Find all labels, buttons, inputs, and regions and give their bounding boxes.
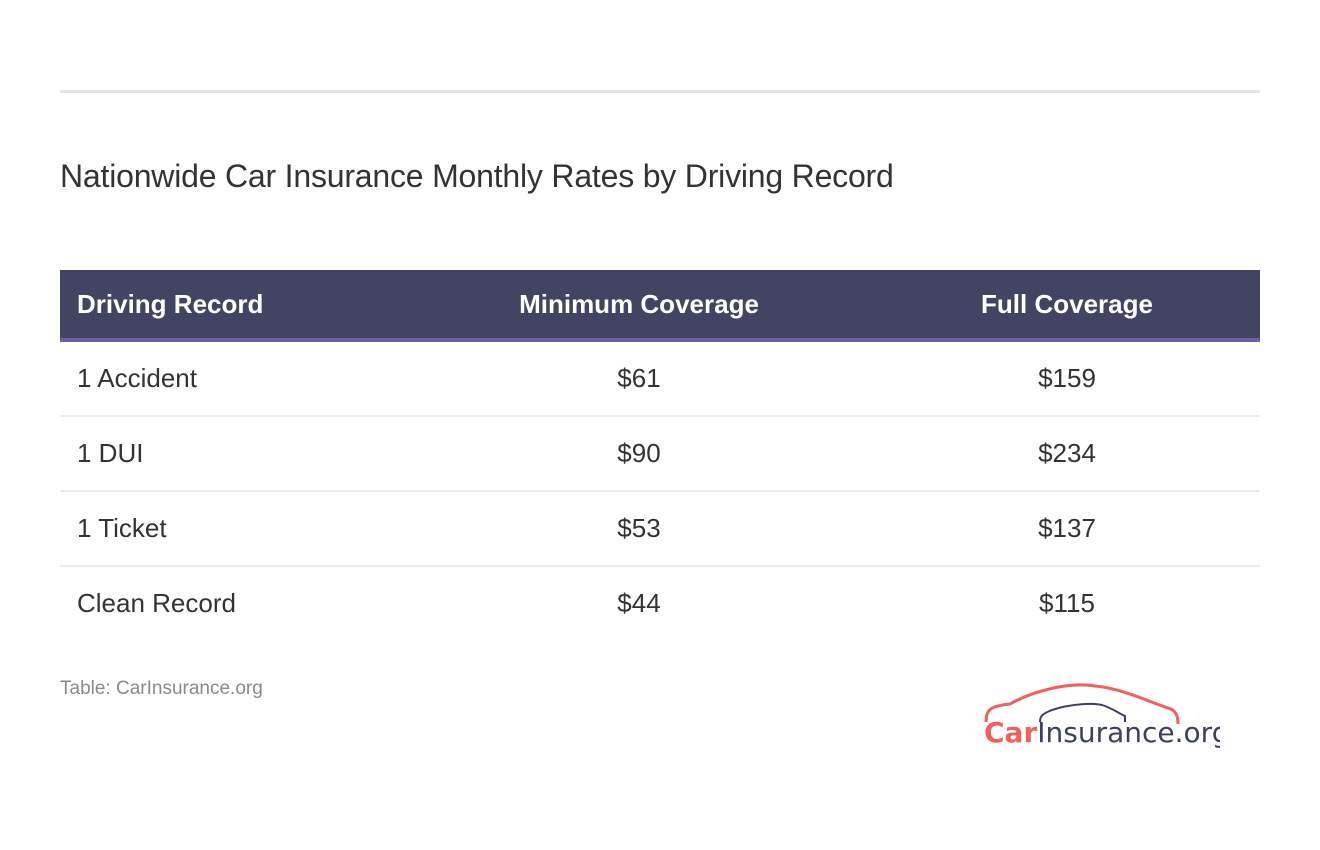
logo-car-window [1039, 702, 1126, 723]
cell-driving-record: Clean Record [77, 588, 236, 618]
table-row: 1 DUI $90 $234 [60, 416, 1260, 492]
table-source: Table: CarInsurance.org [60, 678, 263, 699]
header-driving-record: Driving Record [60, 270, 404, 342]
cell-driving-record: 1 Accident [60, 340, 404, 417]
table-row: 1 Ticket $53 $137 [60, 491, 1260, 567]
table-header-row: Driving Record Minimum Coverage Full Cov… [60, 270, 1260, 342]
cell-minimum-coverage: $44 [617, 588, 661, 618]
cell-minimum-coverage: $61 [404, 340, 874, 417]
carinsurance-logo: CarInsurance.org [984, 683, 1220, 749]
logo-text: CarInsurance.org [984, 716, 1220, 749]
table-row: Clean Record $44 $115 [60, 566, 1260, 640]
cell-minimum-coverage: $90 [404, 416, 874, 492]
cell-driving-record: 1 Ticket [60, 491, 404, 567]
cell-driving-record: 1 DUI [60, 416, 404, 492]
cell-full-coverage: $159 [874, 340, 1260, 417]
header-full-coverage: Full Coverage [874, 270, 1260, 342]
header-minimum-coverage: Minimum Coverage [404, 270, 874, 342]
cell-full-coverage: $234 [874, 416, 1260, 492]
rates-table: Driving Record Minimum Coverage Full Cov… [60, 270, 1260, 640]
page-title: Nationwide Car Insurance Monthly Rates b… [60, 158, 894, 194]
cell-full-coverage: $137 [874, 491, 1260, 567]
logo-car-outline [984, 683, 1180, 725]
top-divider [60, 90, 1260, 93]
cell-full-coverage: $115 [1039, 588, 1095, 618]
cell-minimum-coverage: $53 [404, 491, 874, 567]
table-row: 1 Accident $61 $159 [60, 340, 1260, 417]
